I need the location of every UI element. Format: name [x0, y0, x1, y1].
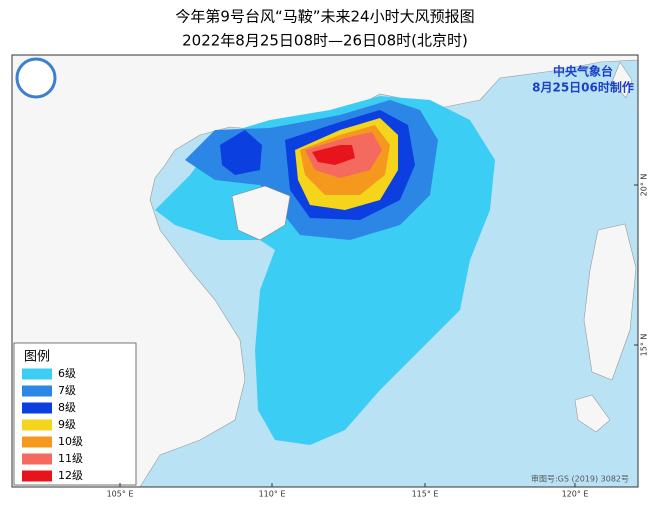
map-frame: 中央气象台 8月25日06时制作 审图号:GS (2019) 3082号 [11, 54, 639, 488]
longitude-label: 115° E [412, 490, 439, 499]
mainland [11, 54, 639, 488]
legend-swatch [22, 402, 52, 414]
issuer-name: 中央气象台 [553, 64, 613, 79]
taiwan [611, 61, 633, 99]
issuer-time: 8月25日06时制作 [532, 80, 634, 95]
legend-label: 12级 [58, 469, 83, 482]
legend-label: 10级 [58, 435, 83, 448]
legend: 图例 6级 7级 8级 9级 10级 11级 12级 [13, 342, 137, 486]
legend-swatch [22, 419, 52, 431]
legend-title: 图例 [24, 350, 50, 365]
legend-label: 8级 [58, 401, 76, 414]
island [574, 394, 611, 433]
legend-swatch [22, 385, 52, 397]
logo [15, 57, 57, 99]
longitude-label: 105° E [107, 490, 134, 499]
graticule-labels: 105° E 110° E 115° E 120° E 20° N 15° N [107, 174, 649, 499]
wind-zone [312, 145, 355, 165]
approval-number: 审图号:GS (2019) 3082号 [531, 474, 629, 484]
latitude-label: 15° N [640, 334, 649, 357]
legend-label: 7级 [58, 384, 76, 397]
legend-label: 6级 [58, 367, 76, 380]
legend-swatch [22, 453, 52, 465]
longitude-label: 110° E [259, 490, 286, 499]
subtitle: 2022年8月25日08时—26日08时(北京时) [182, 32, 468, 50]
title: 今年第9号台风“马鞍”未来24小时大风预报图 [175, 8, 474, 26]
legend-swatch [22, 368, 52, 380]
legend-swatch [22, 436, 52, 448]
legend-swatch [22, 470, 52, 482]
latitude-label: 20° N [640, 174, 649, 197]
longitude-label: 120° E [562, 490, 589, 499]
wind-zone [220, 130, 262, 175]
wind-zones [155, 96, 495, 445]
legend-label: 11级 [58, 452, 83, 465]
hainan [231, 185, 291, 241]
frame-border [11, 54, 639, 488]
legend-label: 9级 [58, 418, 76, 431]
luzon [583, 223, 637, 381]
